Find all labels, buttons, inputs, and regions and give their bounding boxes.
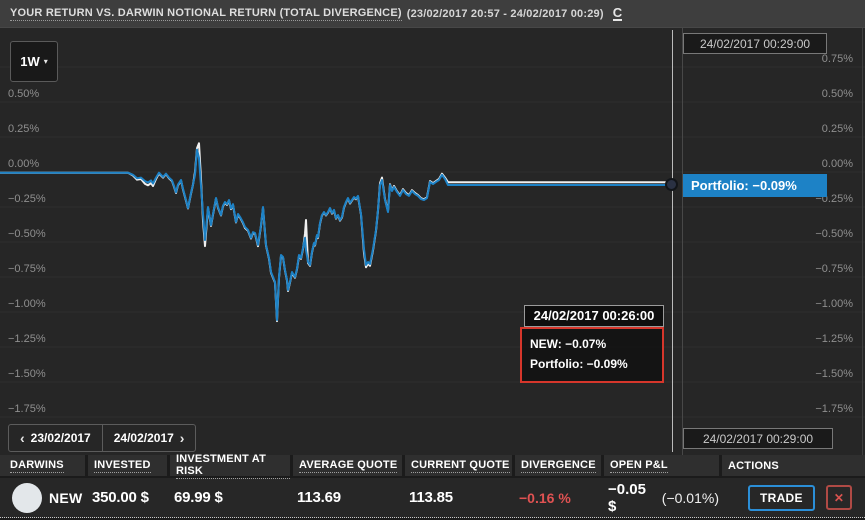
plot-right-border (682, 28, 683, 455)
y-axis-tick-label: −0.50% (815, 228, 853, 240)
column-header-label: INVESTED (94, 458, 151, 473)
divergence-chart: 0.50% 0.25% 0.00% −0.25% −0.50% −0.75% −1.00% −… (0, 28, 865, 455)
cell-divergence: −0.16 % (515, 478, 601, 518)
tooltip-values: NEW: −0.07% Portfolio: −0.09% (520, 327, 664, 383)
period-label: 1W (20, 54, 40, 69)
cell-investment-at-risk: 69.99 $ (170, 478, 290, 518)
chevron-left-icon: ‹ (20, 430, 25, 446)
column-header-open_pl[interactable]: OPEN P&L (604, 455, 719, 476)
cell-actions: TRADE ✕ (722, 478, 865, 518)
crosshair-line (672, 30, 673, 452)
prev-day-label: 23/02/2017 (30, 431, 91, 445)
last-point-marker (665, 178, 678, 191)
column-header-darwins[interactable]: DARWINS (0, 455, 85, 476)
tooltip-row-portfolio: Portfolio: −0.09% (530, 357, 628, 371)
column-header-divergence[interactable]: DIVERGENCE (515, 455, 601, 476)
risk-value: 69.99 $ (174, 489, 223, 506)
next-day-button[interactable]: 24/02/2017 › (101, 425, 196, 451)
trade-button[interactable]: TRADE (748, 484, 815, 511)
y-axis-tick-label: −1.50% (8, 368, 46, 380)
series-line-portfolio (0, 148, 672, 321)
y-axis-tick-label: −1.75% (8, 403, 46, 415)
chart-canvas[interactable] (0, 28, 865, 455)
column-header-average_quote[interactable]: AVERAGE QUOTE (293, 455, 402, 476)
tooltip-time: 24/02/2017 00:26:00 (524, 305, 664, 327)
positions-table: DARWINS INVESTED INVESTMENT AT RISK AVERAGE… (0, 453, 865, 520)
chart-time-range: (23/02/2017 20:57 - 24/02/2017 00:29) (406, 7, 604, 20)
chevron-down-icon: ▾ (43, 57, 48, 66)
period-dropdown[interactable]: 1W ▾ (10, 41, 58, 82)
y-axis-tick-label: 0.75% (821, 53, 853, 65)
y-axis-tick-label: −1.00% (815, 298, 853, 310)
y-axis-tick-label: −1.00% (8, 298, 46, 310)
y-axis-tick-label: −0.50% (8, 228, 46, 240)
y-axis-tick-label: −0.75% (8, 263, 46, 275)
cell-invested: 350.00 $ (88, 478, 167, 518)
chart-header-bar: YOUR RETURN VS. DARWIN NOTIONAL RETURN (… (0, 0, 865, 28)
column-header-label: DARWINS (10, 458, 64, 473)
chart-tooltip: 24/02/2017 00:26:00 NEW: −0.07% Portfoli… (520, 305, 664, 383)
column-header-label: INVESTMENT AT RISK (176, 453, 290, 479)
column-header-label: ACTIONS (728, 459, 779, 472)
cell-darwins: NEW (0, 478, 85, 518)
invested-value: 350.00 $ (92, 489, 149, 506)
y-axis-tick-label: 0.25% (821, 123, 853, 135)
darwin-avatar[interactable] (12, 482, 42, 513)
y-axis-tick-label: 0.50% (821, 88, 853, 100)
column-header-label: CURRENT QUOTE (411, 458, 510, 473)
y-axis-tick-label: 0.00% (8, 158, 40, 170)
column-header-label: AVERAGE QUOTE (299, 458, 398, 473)
table-header-row: DARWINS INVESTED INVESTMENT AT RISK AVERAGE… (0, 453, 865, 479)
y-axis-tick-label: 0.00% (821, 158, 853, 170)
average-quote-value: 113.69 (297, 489, 341, 506)
y-axis-tick-label: −1.50% (815, 368, 853, 380)
y-axis-tick-label: −0.25% (8, 193, 46, 205)
current-quote-value: 113.85 (409, 489, 453, 506)
column-header-current_quote[interactable]: CURRENT QUOTE (405, 455, 512, 476)
chart-title: YOUR RETURN VS. DARWIN NOTIONAL RETURN (… (10, 6, 402, 21)
y-axis-tick-label: −1.25% (8, 333, 46, 345)
column-header-investment_at_risk[interactable]: INVESTMENT AT RISK (170, 453, 290, 479)
plot-edge-border (862, 28, 863, 455)
column-header-invested[interactable]: INVESTED (88, 455, 167, 476)
tooltip-row-new: NEW: −0.07% (530, 337, 607, 351)
column-header-actions: ACTIONS (722, 455, 865, 476)
refresh-icon[interactable]: C (612, 5, 623, 21)
y-axis-tick-label: 0.50% (8, 88, 40, 100)
crosshair-time-top: 24/02/2017 00:29:00 (683, 33, 827, 54)
crosshair-time-bottom: 24/02/2017 00:29:00 (683, 428, 833, 449)
darwin-name-link[interactable]: NEW (49, 489, 83, 506)
open-pl-value: −0.05 $ (608, 480, 646, 515)
y-axis-tick-label: −0.75% (815, 263, 853, 275)
next-day-label: 24/02/2017 (113, 431, 174, 445)
y-axis-tick-label: −1.25% (815, 333, 853, 345)
cell-open-pl: −0.05 $ (−0.01%) (604, 478, 719, 518)
table-row: NEW 350.00 $ 69.99 $ 113.69 113.85 −0.16… (0, 478, 865, 518)
cell-current-quote: 113.85 (405, 478, 512, 518)
series-line-new (0, 142, 672, 323)
portfolio-value-badge: Portfolio: −0.09% (683, 174, 827, 197)
close-position-button[interactable]: ✕ (825, 485, 852, 510)
cell-average-quote: 113.69 (293, 478, 402, 518)
close-icon: ✕ (833, 490, 844, 505)
chevron-right-icon: › (179, 430, 185, 446)
date-navigation: ‹ 23/02/2017 24/02/2017 › (8, 424, 197, 452)
divergence-value: −0.16 % (519, 489, 571, 506)
y-axis-tick-label: 0.25% (8, 123, 40, 135)
column-header-label: DIVERGENCE (521, 458, 596, 473)
column-header-label: OPEN P&L (610, 458, 668, 473)
prev-day-button[interactable]: ‹ 23/02/2017 (9, 425, 102, 451)
y-axis-tick-label: −1.75% (815, 403, 853, 415)
open-pl-percent: (−0.01%) (661, 489, 719, 506)
